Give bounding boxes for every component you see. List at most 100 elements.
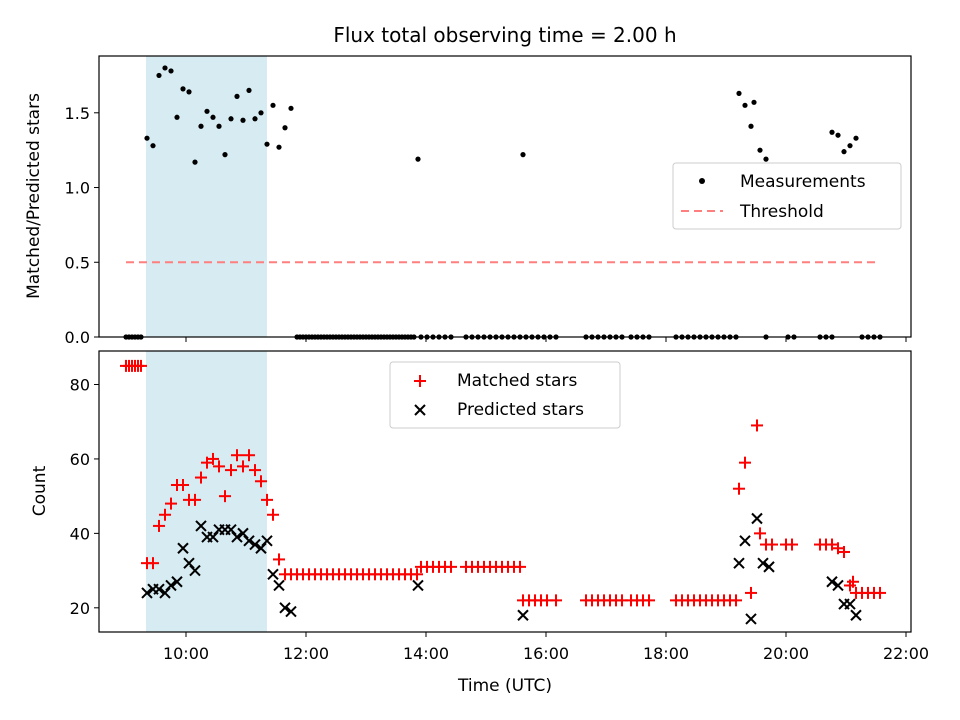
measurement-point xyxy=(192,159,198,165)
predicted-star-point xyxy=(285,605,297,618)
top-legend-box xyxy=(672,162,902,230)
matched-star-point xyxy=(135,359,147,372)
matched-star-point xyxy=(255,475,267,488)
x-tick-label: 14:00 xyxy=(403,644,449,663)
top-y-axis-label: Matched/Predicted stars xyxy=(24,93,44,299)
predicted-star-point xyxy=(745,613,757,625)
bottom-shaded-span xyxy=(146,351,267,632)
matched-star-point xyxy=(273,553,285,566)
measurement-point xyxy=(180,86,186,92)
matched-star-point xyxy=(225,464,237,477)
predicted-star-point xyxy=(412,579,424,592)
matched-star-point xyxy=(189,493,201,506)
predicted-star-point xyxy=(153,583,165,595)
top-axes: 0.0 0.5 1.0 1.5 Matched/Predicted stars Mea… xyxy=(24,55,912,347)
bottom-y-axis-label: Count xyxy=(30,465,50,516)
matched-star-point xyxy=(514,560,526,573)
top-chart-title: Flux total observing time = 2.00 h xyxy=(333,23,676,47)
measurement-point xyxy=(216,123,222,129)
predicted-star-point xyxy=(249,538,261,551)
x-tick-label: 20:00 xyxy=(763,644,809,663)
predicted-star-point xyxy=(225,523,237,536)
measurement-point xyxy=(742,102,748,108)
matched-star-point xyxy=(207,452,219,465)
top-y-tick-label: 1.0 xyxy=(65,179,90,198)
measurement-point xyxy=(835,132,841,138)
matched-star-point xyxy=(159,508,171,521)
measurement-point xyxy=(415,156,421,162)
measurement-point xyxy=(198,123,204,129)
matched-star-point xyxy=(177,478,189,491)
predicted-star-point xyxy=(279,602,291,614)
matched-star-point xyxy=(267,508,279,521)
predicted-star-point xyxy=(141,587,153,599)
measurement-point xyxy=(156,72,162,79)
bottom-x-ticks: 10:00 12:00 14:00 16:00 18:00 20:00 22:00 xyxy=(163,632,929,663)
matched-star-point xyxy=(751,419,763,432)
predicted-star-point xyxy=(159,587,171,599)
x-tick-label: 16:00 xyxy=(523,644,569,663)
predicted-star-point xyxy=(165,579,177,592)
predicted-star-point xyxy=(261,535,273,547)
matched-star-point xyxy=(874,586,886,599)
measurement-point xyxy=(841,149,847,155)
x-axis-label: Time (UTC) xyxy=(457,676,552,696)
measurement-point xyxy=(150,143,156,149)
legend-predicted-label: Predicted stars xyxy=(457,400,584,420)
star-count-points xyxy=(120,359,886,625)
measurement-point xyxy=(234,93,240,99)
bottom-legend-box xyxy=(389,361,621,429)
matched-star-point xyxy=(754,527,766,540)
measurement-point xyxy=(288,105,294,111)
measurement-point xyxy=(847,143,853,149)
predicted-star-point xyxy=(237,527,249,540)
predicted-star-point xyxy=(273,579,285,592)
matched-star-point xyxy=(219,490,231,503)
predicted-star-point xyxy=(832,579,844,592)
matched-star-point xyxy=(550,594,562,607)
bottom-plot-frame xyxy=(98,350,912,633)
matched-star-point xyxy=(445,560,457,573)
top-legend: Measurements Threshold xyxy=(672,162,902,230)
measurement-point xyxy=(748,123,754,129)
measurement-point xyxy=(763,156,769,162)
matched-star-point xyxy=(195,471,207,484)
measurement-point xyxy=(186,89,192,95)
bottom-legend: Matched stars Predicted stars xyxy=(389,361,621,429)
bottom-axes: 20 40 60 80 10:00 12:00 14:00 16:00 18:00 20:00 2… xyxy=(30,350,929,696)
matched-star-point xyxy=(838,545,850,558)
top-x-ticks xyxy=(185,337,907,342)
matched-star-point xyxy=(766,538,778,551)
matched-star-point xyxy=(261,493,273,506)
predicted-star-point xyxy=(195,520,207,532)
predicted-star-point xyxy=(850,609,862,621)
top-y-tick-label: 1.5 xyxy=(65,104,90,123)
matched-star-point xyxy=(153,519,165,532)
measurement-point xyxy=(264,141,270,147)
matched-star-point xyxy=(249,464,261,477)
measurement-point xyxy=(210,114,216,120)
measurement-point xyxy=(282,125,288,131)
matched-star-point xyxy=(165,497,177,510)
matched-star-point xyxy=(237,460,249,473)
legend-measurements-label: Measurements xyxy=(740,172,866,192)
top-y-tick-label: 0.5 xyxy=(65,253,90,272)
predicted-star-point xyxy=(739,535,751,547)
measurement-point xyxy=(204,108,210,114)
predicted-star-point xyxy=(243,535,255,547)
measurement-point xyxy=(520,152,526,158)
matched-star-point xyxy=(213,460,225,473)
x-tick-label: 12:00 xyxy=(283,644,329,663)
predicted-star-point xyxy=(189,564,201,577)
legend-matched-label: Matched stars xyxy=(457,371,577,391)
matched-star-point xyxy=(847,575,859,588)
predicted-star-point xyxy=(255,542,267,554)
bottom-y-tick-label: 60 xyxy=(70,450,90,469)
top-y-ticks: 0.0 0.5 1.0 1.5 xyxy=(65,104,99,347)
measurement-point xyxy=(829,129,835,135)
x-tick-label: 22:00 xyxy=(883,644,929,663)
measurement-point xyxy=(270,102,276,108)
measurement-point xyxy=(246,87,252,93)
matched-star-point xyxy=(411,568,423,581)
